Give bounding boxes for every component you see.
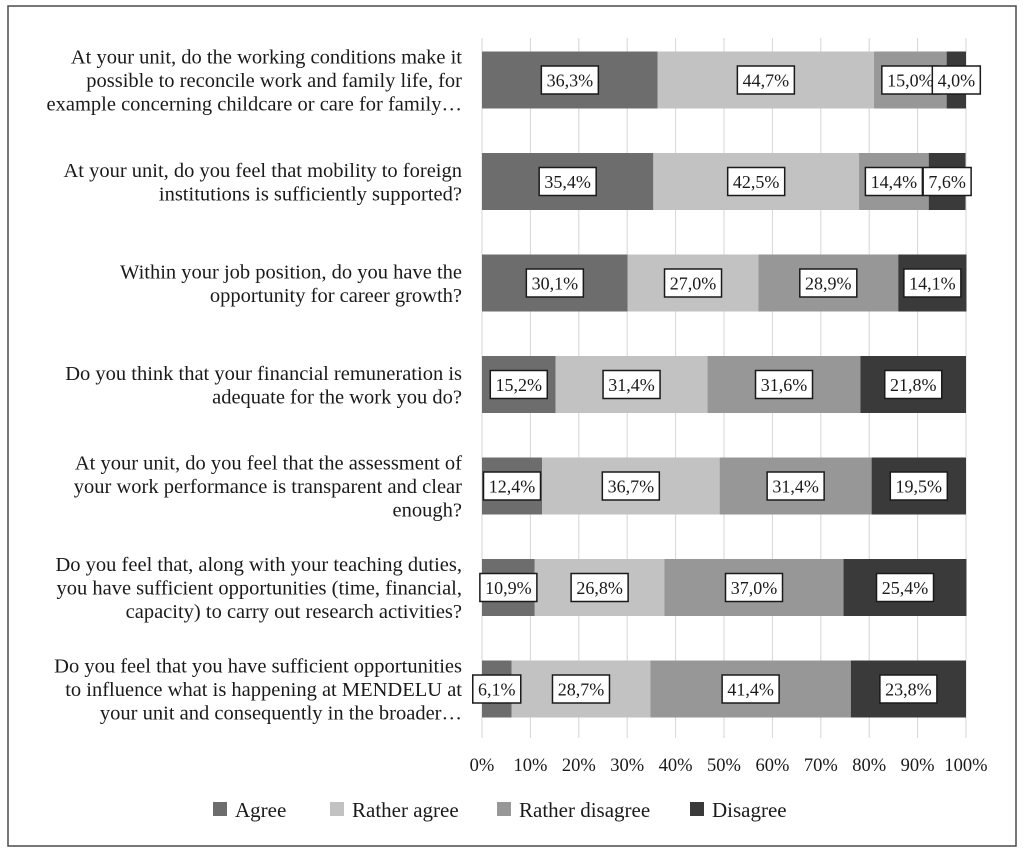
data-label: 26,8%	[576, 578, 623, 598]
data-label-box	[482, 471, 542, 501]
data-label-box	[538, 166, 597, 197]
data-label-box	[922, 166, 972, 197]
data-label: 31,6%	[761, 375, 808, 395]
data-label-box	[754, 369, 814, 400]
data-label-box	[663, 268, 723, 298]
category-labels: At your unit, do the working conditions …	[47, 47, 463, 725]
x-tick-label: 100%	[944, 756, 987, 776]
x-tick-label: 80%	[852, 756, 886, 776]
data-label-box	[766, 471, 825, 501]
data-label: 30,1%	[532, 274, 579, 294]
x-tick-label: 50%	[707, 756, 741, 776]
data-label: 7,6%	[928, 172, 966, 192]
data-label: 25,4%	[882, 578, 929, 598]
data-label: 14,1%	[909, 274, 956, 294]
data-label-box	[551, 674, 611, 704]
legend-label: Agree	[235, 798, 286, 822]
x-tick-label: 40%	[659, 756, 693, 776]
category-label: Within your job position, do you have th…	[120, 261, 462, 283]
data-label: 21,8%	[890, 375, 937, 395]
data-label: 6,1%	[478, 680, 516, 700]
data-label: 37,0%	[731, 578, 778, 598]
data-label: 14,4%	[871, 172, 918, 192]
x-tick-label: 70%	[804, 756, 838, 776]
data-label-box	[883, 369, 943, 400]
category-label: enough?	[393, 500, 462, 522]
category-label: opportunity for career growth?	[210, 285, 462, 307]
category-label: example concerning childcare or care for…	[47, 94, 463, 116]
category-label: your work performance is transparent and…	[74, 476, 462, 498]
data-label-box	[525, 268, 585, 298]
data-label: 12,4%	[489, 477, 536, 497]
category-label: your unit and consequently in the broade…	[100, 703, 462, 725]
category-label: possible to reconcile work and family li…	[86, 70, 462, 92]
data-label-box	[903, 268, 962, 298]
category-label: institutions is sufficiently supported?	[159, 183, 462, 205]
category-label: Do you feel that, along with your teachi…	[56, 554, 463, 576]
data-label: 28,9%	[805, 274, 852, 294]
data-labels: 36,3% 44,7% 15,0% 4,0% 35,4% 42,5% 14,4% 7,6% 30…	[472, 65, 982, 704]
x-tick-label: 90%	[901, 756, 935, 776]
category-label: At your unit, do you feel that mobility …	[63, 160, 462, 182]
legend-label: Rather agree	[352, 798, 459, 822]
data-label: 35,4%	[544, 172, 591, 192]
category-label: to influence what is happening at MENDEL…	[65, 679, 462, 701]
data-label-box	[602, 369, 661, 400]
category-label: Do you think that your financial remuner…	[65, 363, 462, 385]
legend-label: Disagree	[712, 798, 787, 822]
data-label: 31,4%	[608, 375, 655, 395]
x-tick-label: 20%	[562, 756, 596, 776]
data-label: 36,3%	[547, 71, 594, 91]
data-label: 27,0%	[670, 274, 717, 294]
data-label-box	[479, 572, 538, 603]
data-label-box	[875, 572, 935, 603]
data-label-box	[726, 166, 786, 197]
data-label: 19,5%	[896, 477, 943, 497]
category-label: you have sufficient opportunities (time,…	[56, 578, 462, 600]
data-label-box	[570, 572, 629, 603]
data-label: 4,0%	[938, 71, 976, 91]
data-label: 31,4%	[772, 477, 819, 497]
x-axis-ticks: 0% 10% 20% 30% 40% 50% 60% 70% 80% 90% 100%	[470, 756, 988, 776]
data-label: 15,2%	[496, 375, 543, 395]
x-tick-label: 60%	[755, 756, 789, 776]
data-label-box	[472, 674, 522, 704]
category-label: adequate for the work you do?	[212, 386, 462, 408]
data-label: 28,7%	[558, 680, 605, 700]
data-label: 42,5%	[733, 172, 780, 192]
data-label: 36,7%	[608, 477, 655, 497]
data-label-box	[540, 65, 600, 95]
category-label: At your unit, do the working conditions …	[71, 47, 462, 69]
category-label: Do you feel that you have sufficient opp…	[54, 656, 462, 678]
x-tick-label: 0%	[470, 756, 495, 776]
category-label: At your unit, do you feel that the asses…	[75, 453, 462, 475]
data-label-box	[721, 674, 780, 704]
x-tick-label: 30%	[610, 756, 644, 776]
data-label-box	[879, 674, 938, 704]
legend-swatch	[330, 802, 344, 816]
data-label-box	[799, 268, 858, 298]
data-label-box	[889, 471, 949, 501]
legend-swatch	[497, 802, 511, 816]
data-label: 10,9%	[485, 578, 532, 598]
category-label: capacity) to carry out research activiti…	[126, 601, 462, 623]
data-label: 41,4%	[727, 680, 774, 700]
data-label: 23,8%	[885, 680, 932, 700]
legend-swatch	[213, 802, 227, 816]
legend-label: Rather disagree	[519, 798, 650, 822]
legend-swatch	[690, 802, 704, 816]
data-label: 44,7%	[743, 71, 790, 91]
data-label-box	[931, 65, 982, 95]
x-tick-label: 10%	[513, 756, 547, 776]
data-label: 15,0%	[887, 71, 934, 91]
data-label-box	[489, 369, 549, 400]
data-label-box	[601, 471, 661, 501]
data-label-box	[736, 65, 796, 95]
legend: Agree Rather agree Rather disagree Disagree	[213, 798, 787, 822]
data-label-box	[724, 572, 784, 603]
